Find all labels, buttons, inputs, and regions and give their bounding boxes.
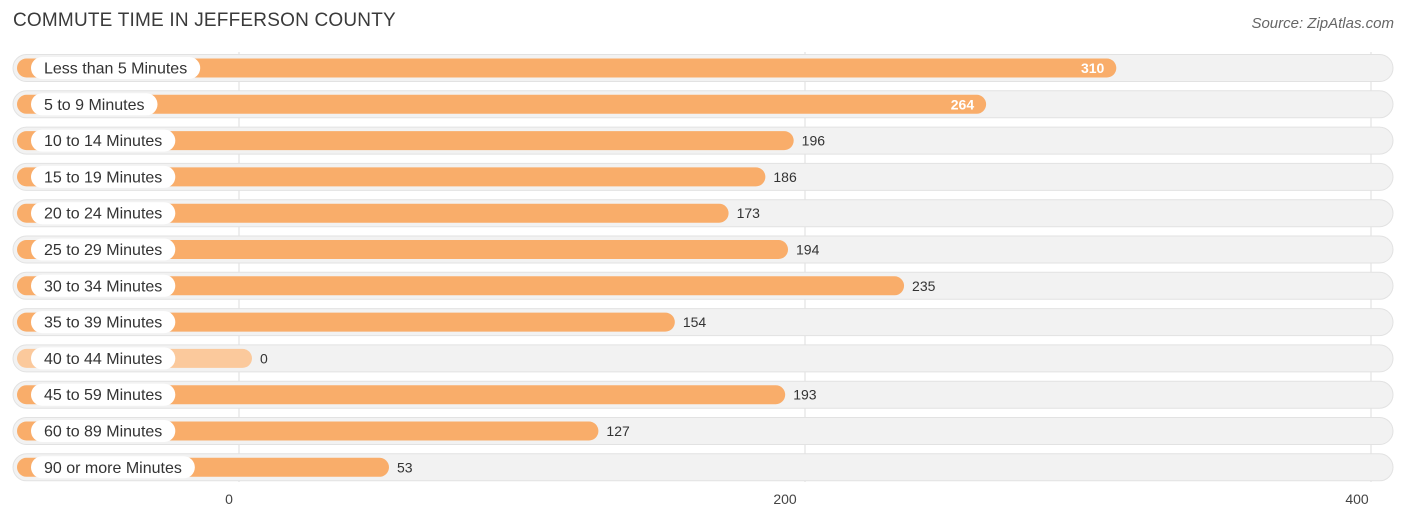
x-tick-label: 400 bbox=[1345, 491, 1369, 507]
bar bbox=[17, 203, 729, 223]
category-label: Less than 5 Minutes bbox=[44, 61, 187, 78]
category-label: 35 to 39 Minutes bbox=[44, 315, 162, 332]
category-label-bg bbox=[31, 129, 176, 152]
x-tick-label: 200 bbox=[773, 491, 797, 507]
bar bbox=[17, 276, 905, 296]
category-label: 45 to 59 Minutes bbox=[44, 387, 162, 404]
value-label: 0 bbox=[260, 350, 268, 366]
category-label-bg bbox=[31, 383, 176, 406]
category-label: 5 to 9 Minutes bbox=[44, 97, 145, 114]
bar-row: Less than 5 Minutes 310 bbox=[12, 54, 1394, 82]
value-label: 53 bbox=[397, 459, 413, 475]
category-label: 60 to 89 Minutes bbox=[44, 424, 162, 441]
category-label: 25 to 29 Minutes bbox=[44, 242, 162, 259]
bar-rows: Less than 5 Minutes 310 5 to 9 Minutes 264 1… bbox=[12, 54, 1394, 482]
grid-lines bbox=[238, 52, 1372, 482]
bar bbox=[17, 167, 766, 187]
category-label-bg bbox=[31, 456, 195, 479]
value-label: 154 bbox=[683, 314, 707, 330]
value-label: 264 bbox=[951, 96, 975, 112]
bar bbox=[17, 94, 987, 114]
bar bbox=[17, 385, 786, 405]
category-label-bg bbox=[31, 274, 176, 297]
category-label-bg bbox=[31, 420, 176, 442]
category-label: 20 to 24 Minutes bbox=[44, 206, 162, 223]
bar-row: 20 to 24 Minutes 173 bbox=[12, 199, 1394, 228]
value-label: 186 bbox=[773, 169, 797, 185]
value-label: 127 bbox=[606, 423, 630, 439]
category-label: 40 to 44 Minutes bbox=[44, 351, 162, 368]
category-label-bg bbox=[31, 238, 176, 261]
bar-track bbox=[12, 344, 1394, 373]
value-label: 196 bbox=[802, 133, 826, 149]
chart-title: COMMUTE TIME IN JEFFERSON COUNTY bbox=[13, 10, 396, 31]
bar-row: 15 to 19 Minutes 186 bbox=[12, 162, 1394, 191]
bar-row: 40 to 44 Minutes 0 bbox=[12, 344, 1394, 373]
bar-row: 10 to 14 Minutes 196 bbox=[12, 126, 1394, 155]
value-label: 310 bbox=[1081, 60, 1105, 76]
bar-row: 35 to 39 Minutes 154 bbox=[12, 308, 1394, 337]
bar-row: 90 or more Minutes 53 bbox=[12, 453, 1394, 482]
category-label: 15 to 19 Minutes bbox=[44, 169, 162, 186]
category-label-bg bbox=[31, 311, 176, 334]
bar bbox=[17, 131, 794, 151]
category-label-bg bbox=[31, 93, 158, 116]
category-label-bg bbox=[31, 57, 201, 79]
bar bbox=[17, 58, 1117, 78]
bar bbox=[17, 312, 675, 332]
category-label-bg bbox=[31, 202, 176, 225]
x-axis: 0 200 400 bbox=[225, 491, 1369, 507]
bar-row: 45 to 59 Minutes 193 bbox=[12, 380, 1394, 409]
category-label-bg bbox=[31, 165, 176, 188]
source-label: Source: ZipAtlas.com bbox=[1251, 15, 1394, 32]
bar-row: 5 to 9 Minutes 264 bbox=[12, 90, 1394, 119]
bar-row: 60 to 89 Minutes 127 bbox=[12, 417, 1394, 445]
category-label: 90 or more Minutes bbox=[44, 460, 182, 477]
bar-row: 30 to 34 Minutes 235 bbox=[12, 271, 1394, 300]
value-label: 235 bbox=[912, 278, 936, 294]
value-label: 193 bbox=[793, 387, 817, 403]
value-label: 194 bbox=[796, 242, 820, 258]
bar-row: 25 to 29 Minutes 194 bbox=[12, 235, 1394, 264]
category-label-bg bbox=[31, 347, 176, 370]
category-label: 10 to 14 Minutes bbox=[44, 133, 162, 150]
x-tick-label: 0 bbox=[225, 491, 233, 507]
bar bbox=[17, 240, 789, 259]
value-label: 173 bbox=[737, 205, 761, 221]
category-label: 30 to 34 Minutes bbox=[44, 278, 162, 295]
